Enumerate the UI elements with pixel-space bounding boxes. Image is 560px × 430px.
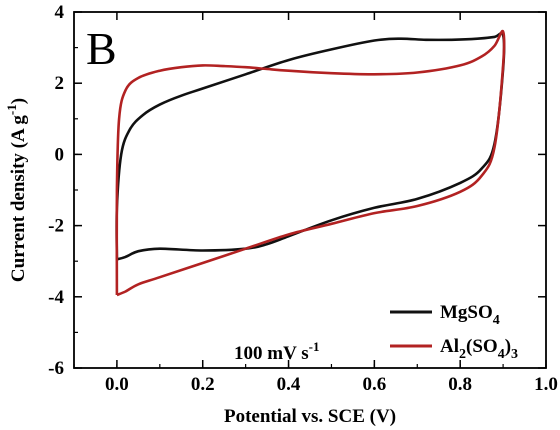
x-tick-label: 0.2 — [191, 374, 215, 395]
x-tick-label: 0.4 — [277, 374, 301, 395]
y-axis-label-base: Current density (A g — [8, 115, 29, 282]
y-tick-label: -4 — [48, 287, 64, 308]
legend-label: Al2(SO4)3 — [440, 336, 518, 362]
scan-rate-sup: -1 — [309, 339, 320, 354]
y-axis-label-sup: -1 — [4, 104, 19, 115]
scan-rate-annotation: 100 mV s-1 — [234, 339, 319, 364]
series-line-mgso4 — [115, 31, 506, 261]
legend: MgSO4 Al2(SO4)3 — [390, 302, 518, 362]
y-tick-label: 0 — [55, 144, 65, 165]
series-line-al2-so4-3 — [115, 29, 506, 297]
scan-rate-base: 100 mV s — [234, 343, 309, 364]
x-tick-label: 0.0 — [105, 374, 129, 395]
y-tick-label: 4 — [55, 2, 65, 23]
y-axis-label: Current density (A g-1) — [4, 98, 29, 282]
legend-label: MgSO4 — [440, 302, 500, 328]
y-tick-label: -6 — [48, 358, 64, 379]
axis-ticks: 0.0 0.2 0.4 0.6 0.8 1.0 -6 -4 -2 0 2 4 — [48, 2, 558, 395]
y-axis-label-close: ) — [8, 98, 29, 104]
plot-frame — [73, 11, 547, 369]
x-tick-label: 0.6 — [362, 374, 386, 395]
x-tick-label: 1.0 — [534, 374, 558, 395]
x-tick-label: 0.8 — [448, 374, 472, 395]
x-axis-label: Potential vs. SCE (V) — [224, 406, 396, 427]
curves — [115, 29, 506, 297]
y-tick-label: 2 — [55, 73, 65, 94]
y-tick-label: -2 — [48, 216, 64, 237]
panel-label: B — [86, 23, 117, 74]
